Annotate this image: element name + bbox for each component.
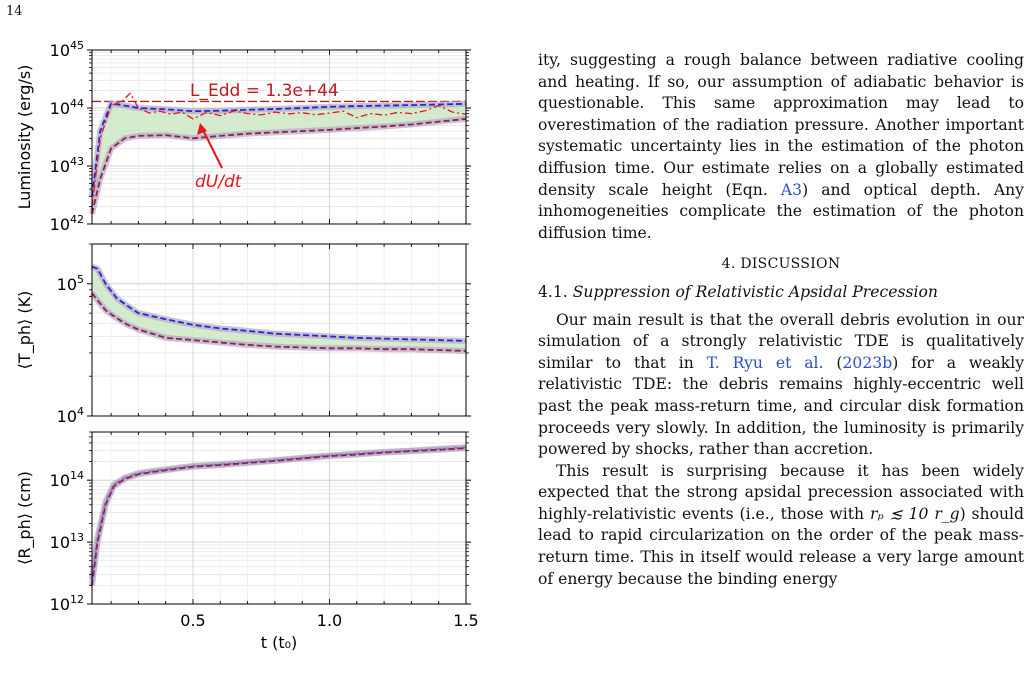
page-number: 14	[6, 4, 23, 19]
y-tick-label: 105	[57, 273, 84, 294]
citation-year-link[interactable]: 2023b	[842, 353, 893, 372]
range-band	[92, 266, 466, 351]
y-tick-label: 1013	[50, 531, 84, 552]
dudt-label: dU/dt	[195, 172, 243, 192]
inline-math: rₚ ≲ 10 r_g	[870, 504, 960, 523]
axes-frame	[91, 243, 467, 417]
y-tick-label: 1044	[50, 97, 84, 118]
paragraph-continuation: ity, suggesting a rough balance between …	[538, 51, 1024, 242]
range-band	[92, 103, 466, 214]
series-upper-line	[91, 102, 467, 197]
y-axis-label: Luminosity (erg/s)	[15, 65, 34, 210]
panel-2: 104 105 ⟨T_ph⟩ (K)	[15, 243, 471, 426]
x-axis-label: t (t₀)	[261, 633, 298, 652]
dudt-arrowhead	[197, 123, 207, 135]
paragraph-surprising: This result is surprising because it has…	[538, 461, 1025, 588]
x-tick-label: 0.5	[180, 611, 205, 630]
y-tick-label: 1043	[50, 155, 84, 176]
y-tick-label: 1042	[50, 213, 84, 234]
dudt-arrow	[202, 129, 223, 169]
y-tick-label: 1045	[50, 39, 84, 60]
y-tick-label: 1012	[50, 593, 84, 614]
eddington-label: L_Edd = 1.3e+44	[190, 81, 339, 101]
panel-3: 1012 1013 1014 ⟨R_ph⟩ (cm) 0.5 1.0 1.5 t (t₀)	[15, 431, 479, 652]
axes-frame	[91, 431, 467, 605]
series-halo	[89, 444, 467, 580]
panel-1: 1042 1043 1044 1045 Luminosity (erg/s) L_Edd …	[15, 39, 471, 234]
paragraph-main-result: Our main result is that the overall debr…	[538, 310, 1025, 459]
figure-luminosity-temperature-radius: 1042 1043 1044 1045 Luminosity (erg/s) L_Edd …	[15, 39, 479, 652]
series-upper-line	[91, 446, 467, 580]
series-dudt-line	[91, 92, 467, 207]
x-tick-label: 1.5	[453, 611, 478, 630]
y-axis-label: ⟨T_ph⟩ (K)	[15, 291, 35, 370]
y-tick-label: 104	[57, 405, 84, 426]
section-heading: 4. DISCUSSION	[721, 256, 841, 273]
text-column: ity, suggesting a rough balance between …	[538, 50, 1024, 590]
y-axis-label: ⟨R_ph⟩ (cm)	[15, 471, 35, 565]
series-lower-line	[91, 447, 467, 586]
series-lower-line	[91, 118, 467, 215]
x-tick-label: 1.0	[317, 611, 342, 630]
y-tick-label: 1014	[50, 469, 84, 490]
equation-link[interactable]: A3	[780, 180, 803, 199]
axes-frame	[91, 49, 467, 225]
series-upper-line	[91, 265, 467, 342]
series-lower-line	[91, 292, 467, 352]
range-band	[92, 447, 466, 586]
subsection-heading: 4.1. Suppression of Relativistic Apsidal…	[538, 282, 938, 301]
citation-link[interactable]: T. Ryu et al.	[706, 353, 824, 372]
